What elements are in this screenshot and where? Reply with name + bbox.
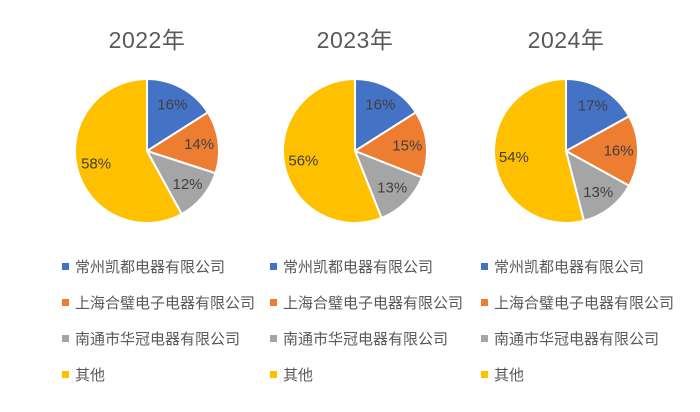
blue-square-icon: [270, 262, 277, 270]
pie1-data-label-0: 16%: [365, 96, 395, 113]
pie1-data-label-3: 56%: [288, 152, 318, 169]
pie2-data-label-0: 17%: [578, 97, 608, 114]
chart-title-2023: 2023年: [316, 27, 394, 53]
orange-square-icon: [270, 298, 277, 306]
legend-item: 常州凯都电器有限公司: [270, 258, 463, 276]
legend-item: 南通市华冠电器有限公司: [62, 330, 255, 348]
pie2-slice-2: [565, 150, 631, 222]
chart-2022: 2022年 16% 14% 12% 58% 常州凯都电器有限公司 上海合璧电子电器有限…: [40, 0, 255, 412]
chart-2023: 2023年 16% 15% 13% 56% 常州凯都电器有限公司 上海合璧电子电器有限…: [248, 0, 463, 412]
gray-square-icon: [481, 334, 488, 342]
yellow-square-icon: [481, 370, 488, 378]
gray-square-icon: [62, 334, 69, 342]
pie2-slice-3: [493, 78, 585, 224]
legend-label: 上海合璧电子电器有限公司: [494, 294, 675, 312]
pie0-data-label-0: 16%: [157, 96, 187, 113]
pie0-data-label-1: 14%: [184, 136, 214, 153]
blue-square-icon: [62, 262, 69, 270]
legend-item: 南通市华冠电器有限公司: [481, 330, 674, 348]
pie2-slice-1: [565, 115, 639, 187]
pie2-data-label-2: 13%: [583, 184, 613, 201]
pie2-data-label-3: 54%: [499, 149, 529, 166]
legend-item: 南通市华冠电器有限公司: [270, 330, 463, 348]
chart-title-2024: 2024年: [527, 27, 605, 53]
pie1-data-label-2: 13%: [377, 180, 407, 197]
legend-label: 其他: [75, 366, 106, 384]
legend-label: 上海合璧电子电器有限公司: [283, 294, 464, 312]
legend-item: 上海合璧电子电器有限公司: [481, 294, 675, 312]
legend-item: 其他: [270, 366, 463, 384]
pie1-slice-2: [354, 150, 423, 219]
pie2-data-label-1: 16%: [604, 143, 634, 160]
legend-label: 常州凯都电器有限公司: [494, 258, 645, 276]
pie0-slice-3: [74, 78, 183, 224]
legend-label: 常州凯都电器有限公司: [283, 258, 434, 276]
legend-label: 上海合璧电子电器有限公司: [75, 294, 256, 312]
pie0-slice-1: [146, 111, 220, 175]
legend-label: 南通市华冠电器有限公司: [283, 330, 449, 348]
legend-item: 其他: [62, 366, 255, 384]
legend-item: 常州凯都电器有限公司: [62, 258, 255, 276]
legend-label: 其他: [283, 366, 314, 384]
orange-square-icon: [62, 298, 69, 306]
pie-chart-2023: 16% 15% 13% 56%: [281, 78, 428, 224]
legend-item: 常州凯都电器有限公司: [481, 258, 674, 276]
pie0-data-label-3: 58%: [81, 156, 111, 173]
legend-label: 其他: [494, 366, 525, 384]
legend-item: 上海合璧电子电器有限公司: [270, 294, 464, 312]
orange-square-icon: [481, 298, 488, 306]
chart-title-2022: 2022年: [108, 27, 186, 53]
yellow-square-icon: [62, 370, 69, 378]
blue-square-icon: [481, 262, 488, 270]
legend-item: 上海合璧电子电器有限公司: [62, 294, 256, 312]
pie0-slice-0: [146, 78, 209, 152]
pie1-slice-0: [354, 78, 417, 152]
yellow-square-icon: [270, 370, 277, 378]
legend-label: 常州凯都电器有限公司: [75, 258, 226, 276]
legend-label: 南通市华冠电器有限公司: [494, 330, 660, 348]
legend-2024: 常州凯都电器有限公司 上海合璧电子电器有限公司 南通市华冠电器有限公司 其他: [481, 258, 674, 402]
pie-chart-2024: 17% 16% 13% 54%: [493, 78, 639, 224]
legend-2023: 常州凯都电器有限公司 上海合璧电子电器有限公司 南通市华冠电器有限公司 其他: [270, 258, 463, 402]
legend-label: 南通市华冠电器有限公司: [75, 330, 241, 348]
legend-item: 其他: [481, 366, 674, 384]
pie1-slice-3: [281, 78, 383, 224]
pie1-slice-1: [354, 111, 428, 179]
chart-2024: 2024年 17% 16% 13% 54% 常州凯都电器有限公司 上海合璧电子电器有限…: [459, 0, 674, 412]
pie0-data-label-2: 12%: [172, 176, 202, 193]
gray-square-icon: [270, 334, 277, 342]
pie2-slice-0: [565, 78, 631, 152]
pie-chart-2022: 16% 14% 12% 58%: [74, 78, 220, 224]
legend-2022: 常州凯都电器有限公司 上海合璧电子电器有限公司 南通市华冠电器有限公司 其他: [62, 258, 255, 402]
pie1-data-label-1: 15%: [392, 138, 422, 155]
